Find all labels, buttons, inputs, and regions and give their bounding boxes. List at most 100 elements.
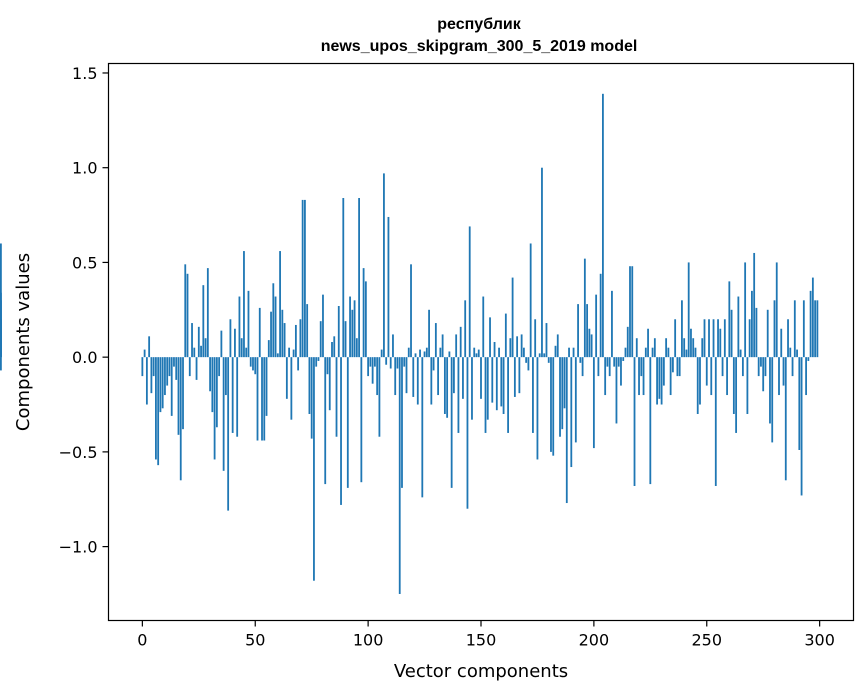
bar-undefined	[0, 243, 2, 358]
bar-240	[683, 338, 686, 358]
bar-144	[466, 357, 469, 509]
bar-146	[471, 357, 473, 420]
bar-101	[369, 357, 372, 367]
bar-263	[735, 357, 738, 433]
bar-229	[658, 357, 661, 399]
bar-172	[529, 243, 532, 358]
bar-244	[692, 338, 695, 358]
bar-182	[552, 357, 555, 456]
bar-159	[500, 357, 503, 407]
bar-210	[615, 357, 618, 424]
bar-124	[421, 357, 424, 498]
bar-67	[292, 349, 295, 358]
bar-55	[265, 357, 268, 416]
bar-239	[681, 300, 683, 358]
bar-247	[699, 357, 701, 405]
bar-121	[414, 353, 417, 358]
bar-79	[319, 321, 322, 358]
bar-61	[279, 251, 281, 358]
bar-222	[642, 357, 645, 396]
bar-128	[430, 357, 433, 405]
bar-174	[534, 319, 537, 358]
bar-8	[159, 357, 162, 413]
bar-271	[753, 252, 756, 358]
bar-129	[432, 357, 435, 371]
bar-102	[371, 357, 374, 384]
bar-154	[489, 317, 491, 358]
bar-114	[398, 357, 401, 594]
bar-184	[556, 334, 559, 358]
bar-98	[362, 268, 365, 358]
bar-72	[304, 199, 306, 358]
bar-6	[155, 357, 157, 460]
bar-127	[428, 309, 430, 358]
bar-143	[464, 300, 467, 358]
bar-259	[726, 357, 728, 396]
bar-46	[245, 347, 248, 358]
bar-135	[446, 357, 449, 418]
bar-292	[800, 357, 803, 496]
bar-296	[809, 290, 812, 358]
bar-193	[577, 304, 579, 358]
bar-219	[635, 338, 638, 358]
bar-166	[516, 336, 519, 358]
bar-22	[191, 323, 193, 358]
bar-272	[755, 307, 758, 358]
bar-250	[705, 357, 708, 386]
bar-132	[439, 347, 442, 358]
bar-19	[184, 264, 187, 358]
bar-33	[215, 357, 218, 428]
bar-228	[656, 357, 658, 405]
bar-34	[218, 357, 221, 377]
bar-107	[383, 173, 385, 358]
bar-136	[448, 351, 451, 358]
bar-26	[200, 345, 202, 358]
bar-133	[441, 334, 444, 358]
bar-299	[816, 300, 819, 358]
bar-176	[538, 353, 541, 358]
bar-293	[802, 300, 805, 358]
bar-110	[389, 357, 392, 369]
bar-282	[778, 357, 780, 396]
x-tick-label: 0	[137, 631, 147, 650]
bar-14	[173, 357, 175, 367]
bar-95	[355, 338, 358, 358]
bar-23	[193, 347, 196, 358]
bar-76	[313, 357, 315, 581]
bar-115	[401, 357, 403, 488]
bar-256	[719, 328, 722, 358]
bar-167	[518, 357, 521, 394]
bar-268	[746, 357, 749, 414]
bar-249	[703, 319, 706, 358]
bar-66	[290, 357, 293, 420]
bar-253	[712, 319, 715, 358]
bar-190	[570, 357, 573, 468]
bar-11	[166, 357, 169, 386]
bar-59	[274, 296, 277, 358]
bar-123	[419, 349, 421, 358]
bar-73	[306, 304, 309, 358]
bar-28	[204, 338, 207, 358]
bar-225	[649, 357, 652, 485]
bar-120	[412, 357, 415, 397]
bar-242	[687, 262, 690, 358]
bar-257	[721, 357, 724, 377]
bar-286	[787, 319, 789, 358]
bar-169	[522, 347, 525, 358]
bar-60	[276, 353, 279, 358]
plot-frame	[107, 62, 855, 622]
bar-152	[484, 357, 487, 433]
bar-258	[723, 319, 726, 358]
y-tick-label: 0.0	[72, 348, 97, 367]
bar-56	[267, 340, 270, 358]
bar-226	[651, 347, 654, 358]
bar-94	[353, 300, 356, 358]
y-tick-label: −0.5	[59, 443, 98, 462]
bar-156	[493, 342, 496, 358]
bar-277	[766, 309, 769, 358]
bar-245	[694, 347, 697, 358]
y-axis-label: Components values	[13, 253, 34, 431]
bar-27	[202, 285, 205, 358]
bar-283	[780, 328, 783, 358]
bar-223	[644, 347, 647, 358]
